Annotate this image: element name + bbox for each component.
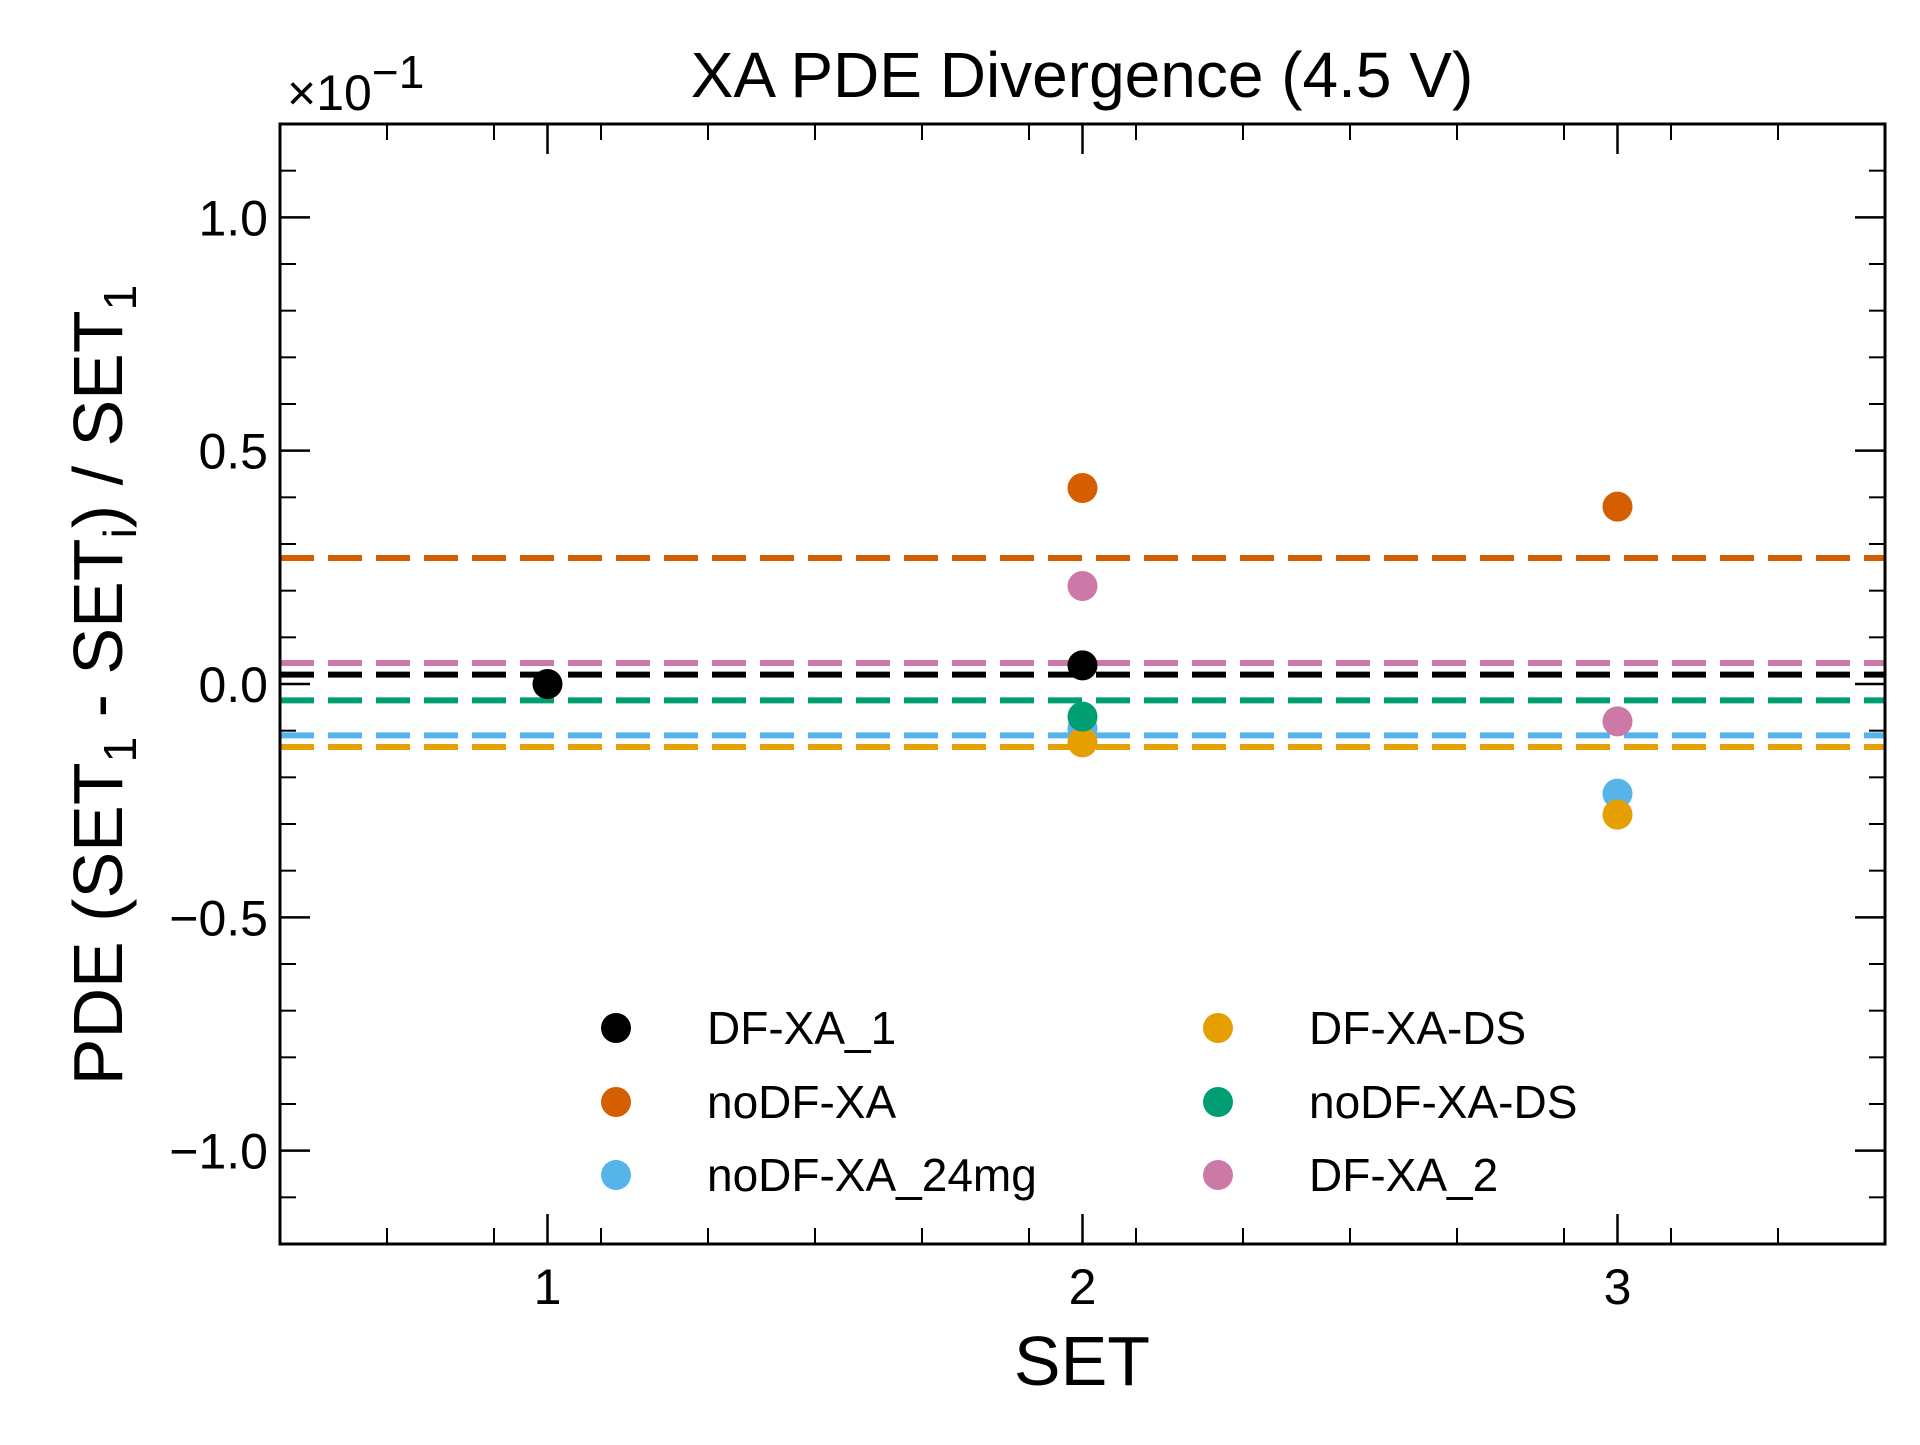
legend-label: noDF-XA_24mg <box>707 1149 1037 1201</box>
ylabel-part1: PDE (SET <box>59 762 137 1085</box>
x-tick-label: 1 <box>534 1259 562 1315</box>
data-point <box>1067 727 1098 758</box>
legend-marker <box>1203 1087 1233 1117</box>
ylabel-sub3: 1 <box>94 285 146 311</box>
data-point <box>1067 473 1098 503</box>
legend-label: DF-XA-DS <box>1309 1002 1526 1054</box>
tick-marks-layer <box>279 123 1886 1245</box>
ylabel-sub1: 1 <box>94 737 146 763</box>
data-point <box>1067 701 1098 732</box>
y-axis-label: PDE (SET1 - SETi) / SET1 <box>59 285 146 1085</box>
legend: DF-XA_1 noDF-XA noDF-XA_24mg DF-XA-DS noDF-X… <box>601 1002 1577 1201</box>
axis-multiplier: ×10−1 <box>287 46 424 121</box>
y-tick-label: 0.0 <box>198 657 268 713</box>
legend-label: noDF-XA-DS <box>1309 1076 1577 1128</box>
data-point <box>1602 706 1633 737</box>
legend-label: noDF-XA <box>707 1076 896 1128</box>
legend-label: DF-XA_1 <box>707 1002 896 1054</box>
chart-title: XA PDE Divergence (4.5 V) <box>691 39 1474 111</box>
x-tick-label: 3 <box>1604 1259 1632 1315</box>
multiplier-exponent: −1 <box>372 46 424 98</box>
plot-frame <box>278 122 1887 1246</box>
multiplier-prefix: ×10 <box>287 65 372 121</box>
legend-label: DF-XA_2 <box>1309 1149 1498 1201</box>
y-tick-label: 1.0 <box>198 190 268 246</box>
legend-marker <box>601 1160 631 1190</box>
legend-marker <box>601 1013 631 1043</box>
legend-marker <box>1203 1160 1233 1190</box>
data-point <box>1602 799 1633 830</box>
ylabel-part2: - SET <box>59 538 137 736</box>
x-tick-label: 2 <box>1069 1259 1097 1315</box>
data-point <box>1067 650 1098 681</box>
data-points-layer <box>532 473 1633 830</box>
y-tick-label: 0.5 <box>198 424 268 480</box>
data-point <box>1067 571 1098 601</box>
legend-marker <box>601 1087 631 1117</box>
legend-marker <box>1203 1013 1233 1043</box>
ylabel-part3: ) / SET <box>59 310 137 528</box>
tick-labels-layer: 1 2 3 −1.0 −0.5 0.0 0.5 1.0 <box>169 190 1631 1315</box>
data-point <box>1602 778 1633 809</box>
y-tick-label: −0.5 <box>169 890 268 946</box>
data-point <box>532 669 563 699</box>
y-tick-label: −1.0 <box>169 1124 268 1180</box>
x-axis-label: SET <box>1014 1322 1150 1400</box>
data-point <box>1602 491 1633 522</box>
ylabel-sub2: i <box>94 528 146 538</box>
